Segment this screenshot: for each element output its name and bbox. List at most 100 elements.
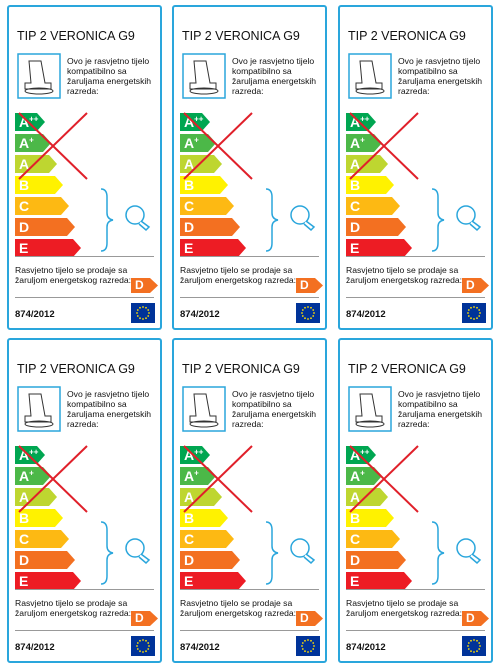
class-letter: A [350, 156, 361, 172]
divider [346, 297, 485, 298]
class-sup: ++ [360, 447, 370, 457]
class-arrow: B [346, 176, 394, 194]
class-letter: A [19, 468, 30, 484]
class-letter: A [350, 114, 361, 130]
regulation: 874/2012 [346, 309, 386, 320]
class-sup: ++ [29, 447, 39, 457]
compatible-text: Ovo je rasvjetno tijelo kompatibilno sa ža… [232, 56, 316, 96]
class-letter: E [184, 573, 194, 589]
eu-flag [296, 636, 320, 656]
bracket-bulb [431, 521, 482, 585]
class-arrow: B [15, 176, 63, 194]
class-letter: B [184, 510, 195, 526]
class-letter: B [350, 510, 361, 526]
energy-label: TIP 2 VERONICA G9 Ovo je rasvjetno tijelo… [172, 5, 327, 330]
regulation: 874/2012 [15, 309, 55, 320]
class-arrow: A [180, 155, 222, 173]
class-letter: A [184, 447, 195, 463]
class-arrow: B [346, 509, 394, 527]
class-arrow: B [15, 509, 63, 527]
class-letter: C [19, 198, 30, 214]
lamp-icon [348, 53, 392, 99]
energy-label: TIP 2 VERONICA G9 Ovo je rasvjetno tijelo… [172, 338, 327, 663]
text-line: Rasvjetno tijelo se prodaje sa [180, 265, 293, 275]
class-arrow: A [15, 488, 57, 506]
text-line: Ovo je rasvjetno tijelo [67, 56, 150, 66]
text-line: Rasvjetno tijelo se prodaje sa [15, 598, 128, 608]
cross [349, 445, 419, 513]
class-sup: ++ [29, 114, 39, 124]
class-sup: + [360, 468, 365, 478]
energy-label: TIP 2 VERONICA G9 Ovo je rasvjetno tijelo… [338, 338, 493, 663]
class-letter: A [184, 468, 195, 484]
class-letter: C [19, 531, 30, 547]
class-arrow: E [180, 239, 246, 257]
class-letter: D [350, 219, 361, 235]
divider [346, 630, 485, 631]
label-title: TIP 2 VERONICA G9 [17, 29, 135, 43]
text-line: kompatibilno sa [398, 66, 458, 76]
class-letter: E [19, 240, 29, 256]
regulation: 874/2012 [346, 642, 386, 653]
energy-label: TIP 2 VERONICA G9 Ovo je rasvjetno tijelo… [338, 5, 493, 330]
text-line: kompatibilno sa [398, 399, 458, 409]
text-line: Rasvjetno tijelo se prodaje sa [346, 598, 459, 608]
class-arrow: D [180, 551, 240, 569]
label-title: TIP 2 VERONICA G9 [182, 362, 300, 376]
sold-class: D [131, 278, 158, 293]
text-line: razreda: [232, 419, 264, 429]
text-line: žaruljom energetskog razreda: [15, 275, 132, 285]
sold-text: Rasvjetno tijelo se prodaje sa žaruljom e… [15, 598, 131, 618]
lamp-icon [348, 386, 392, 432]
class-arrow: C [346, 197, 400, 215]
class-sup: ++ [194, 114, 204, 124]
text-line: kompatibilno sa [232, 66, 292, 76]
compatible-text: Ovo je rasvjetno tijelo kompatibilno sa ža… [232, 389, 316, 429]
class-letter: A [19, 447, 30, 463]
eu-flag [131, 636, 155, 656]
divider [180, 589, 319, 590]
text-line: kompatibilno sa [67, 399, 127, 409]
class-letter: A [184, 114, 195, 130]
text-line: žaruljama energetskih [67, 409, 152, 419]
text-line: Rasvjetno tijelo se prodaje sa [15, 265, 128, 275]
class-sup: + [194, 468, 199, 478]
text-line: žaruljama energetskih [232, 76, 317, 86]
class-letter: A [350, 135, 361, 151]
class-letter: A [184, 489, 195, 505]
sold-class: D [462, 278, 489, 293]
divider [180, 630, 319, 631]
class-arrow: A+ [180, 467, 216, 485]
class-letter: D [350, 552, 361, 568]
sold-text: Rasvjetno tijelo se prodaje sa žaruljom e… [15, 265, 131, 285]
divider [180, 256, 319, 257]
compatible-text: Ovo je rasvjetno tijelo kompatibilno sa ža… [398, 389, 482, 429]
divider [346, 256, 485, 257]
class-arrow: A [180, 488, 222, 506]
divider [15, 297, 154, 298]
energy-label: TIP 2 VERONICA G9 Ovo je rasvjetno tijelo… [7, 338, 162, 663]
class-arrow: D [15, 218, 75, 236]
class-letter: D [184, 219, 195, 235]
class-letter: A [19, 135, 30, 151]
text-line: razreda: [398, 86, 430, 96]
text-line: razreda: [67, 86, 99, 96]
class-letter: D [19, 219, 30, 235]
class-arrow: A [346, 155, 388, 173]
lamp-icon [182, 53, 226, 99]
class-arrow: D [15, 551, 75, 569]
class-sup: + [194, 135, 199, 145]
class-letter: C [184, 531, 195, 547]
class-letter: D [184, 552, 195, 568]
lamp-icon [17, 53, 61, 99]
label-title: TIP 2 VERONICA G9 [17, 362, 135, 376]
bracket-bulb [265, 188, 316, 252]
text-line: žaruljom energetskog razreda: [15, 608, 132, 618]
class-arrow: D [346, 551, 406, 569]
class-letter: A [350, 468, 361, 484]
text-line: Rasvjetno tijelo se prodaje sa [180, 598, 293, 608]
divider [346, 589, 485, 590]
class-letter: E [350, 573, 360, 589]
class-arrow: E [346, 239, 412, 257]
class-letter: A [19, 489, 30, 505]
